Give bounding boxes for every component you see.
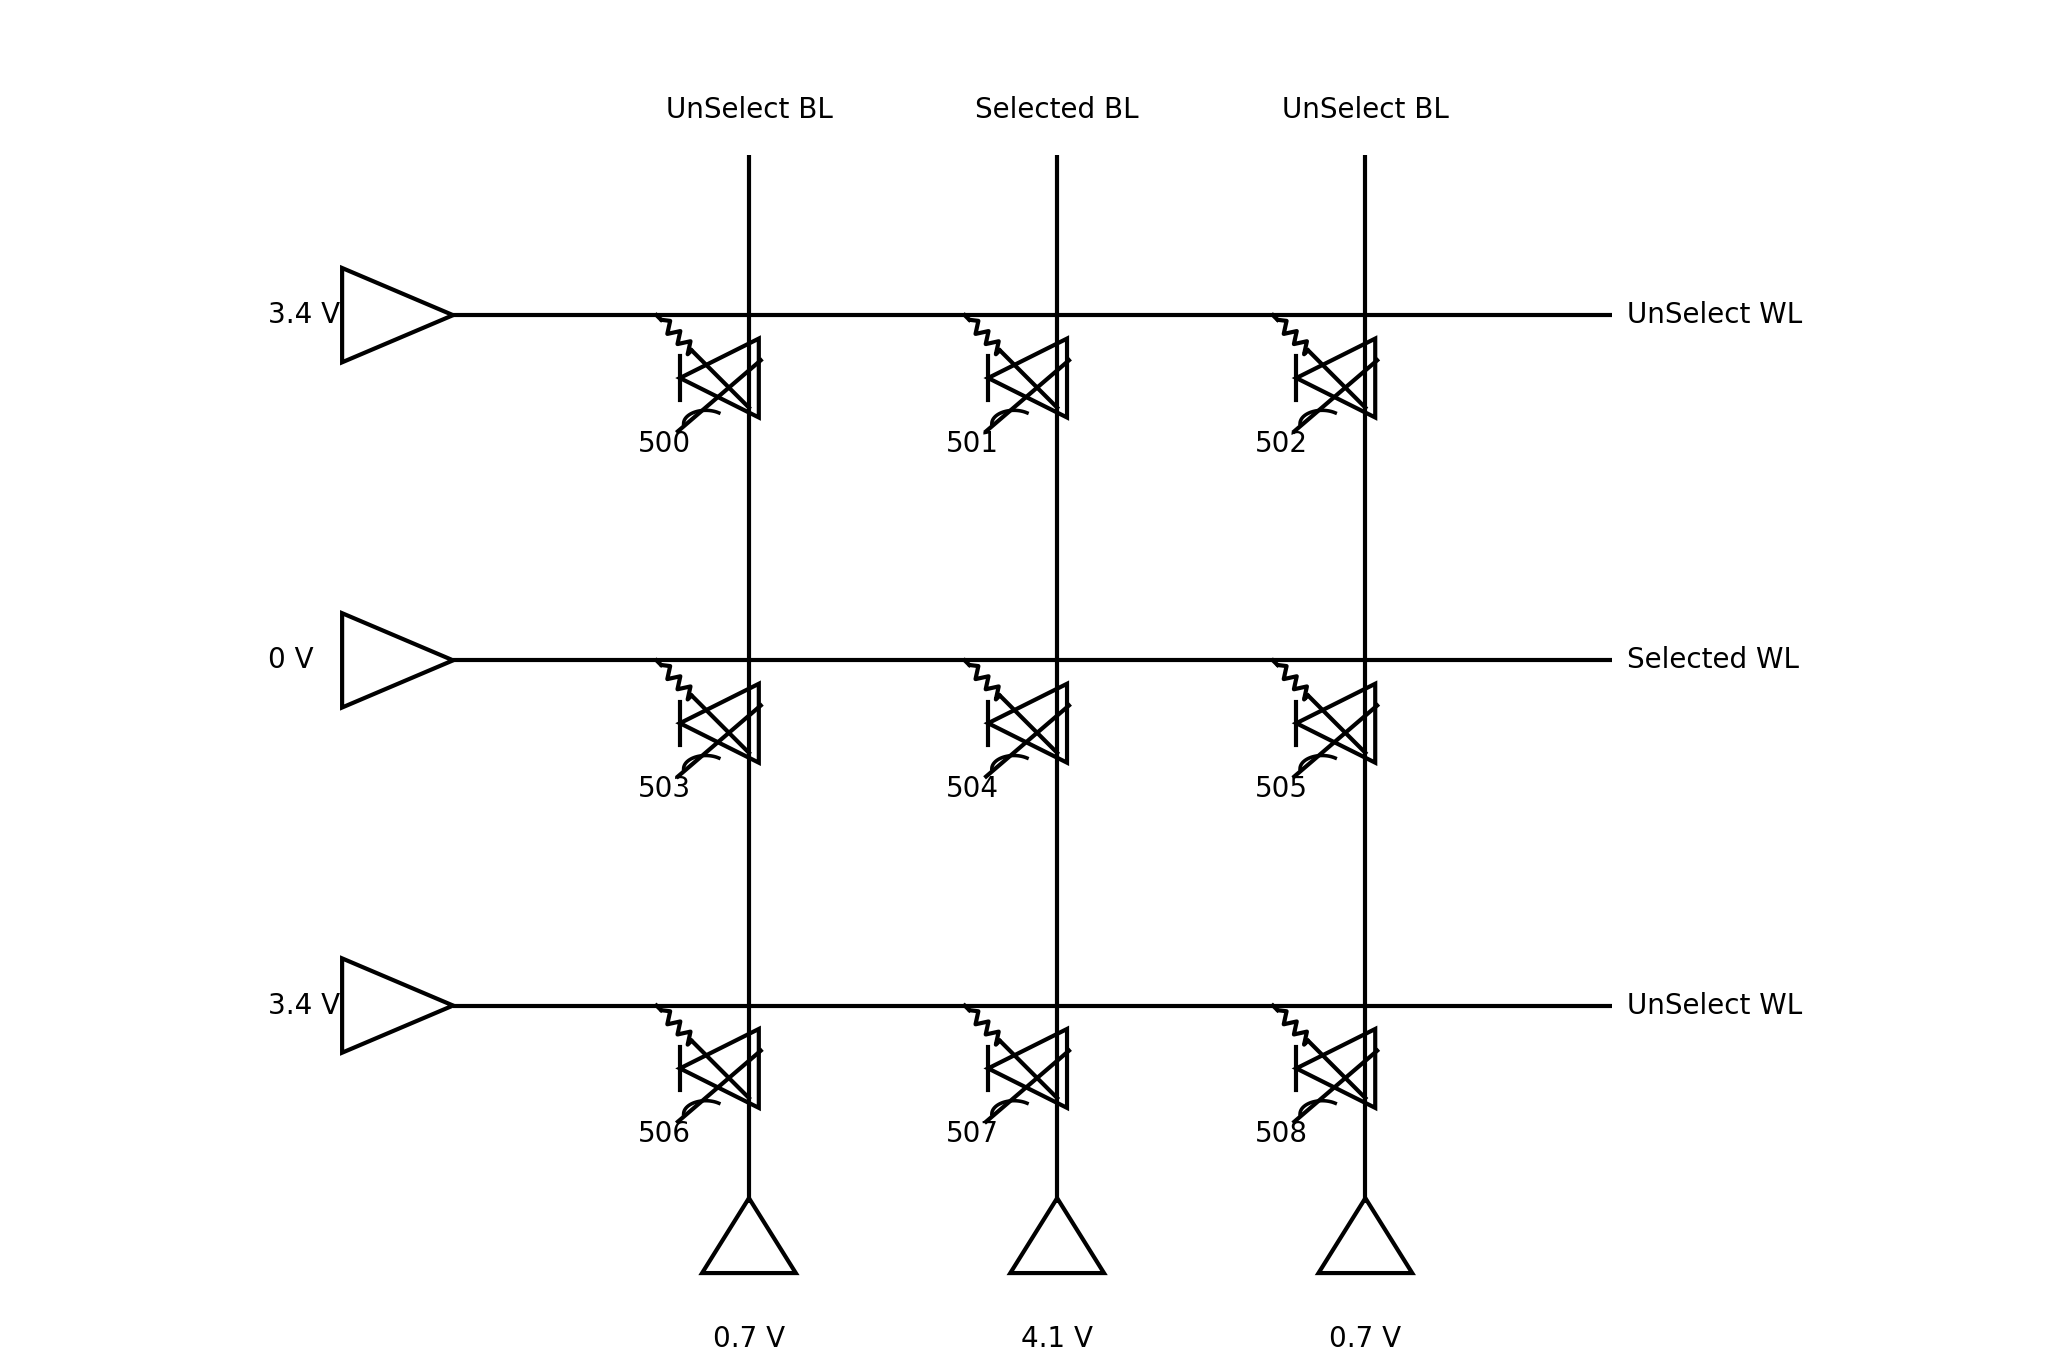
Text: 501: 501 bbox=[946, 430, 999, 458]
Text: 504: 504 bbox=[946, 775, 999, 803]
Text: Selected BL: Selected BL bbox=[975, 96, 1140, 125]
Text: 0.7 V: 0.7 V bbox=[1330, 1325, 1402, 1352]
Text: 3.4 V: 3.4 V bbox=[268, 301, 341, 329]
Text: 0 V: 0 V bbox=[268, 647, 314, 674]
Text: 3.4 V: 3.4 V bbox=[268, 992, 341, 1019]
Text: 506: 506 bbox=[638, 1121, 692, 1148]
Text: UnSelect BL: UnSelect BL bbox=[1282, 96, 1450, 125]
Text: UnSelect WL: UnSelect WL bbox=[1627, 992, 1803, 1019]
Text: 0.7 V: 0.7 V bbox=[712, 1325, 785, 1352]
Text: 4.1 V: 4.1 V bbox=[1022, 1325, 1092, 1352]
Text: UnSelect BL: UnSelect BL bbox=[665, 96, 832, 125]
Text: 502: 502 bbox=[1253, 430, 1307, 458]
Text: 500: 500 bbox=[638, 430, 692, 458]
Text: 503: 503 bbox=[638, 775, 692, 803]
Text: 505: 505 bbox=[1253, 775, 1307, 803]
Text: 508: 508 bbox=[1253, 1121, 1307, 1148]
Text: Selected WL: Selected WL bbox=[1627, 647, 1799, 674]
Text: UnSelect WL: UnSelect WL bbox=[1627, 301, 1803, 329]
Text: 507: 507 bbox=[946, 1121, 999, 1148]
